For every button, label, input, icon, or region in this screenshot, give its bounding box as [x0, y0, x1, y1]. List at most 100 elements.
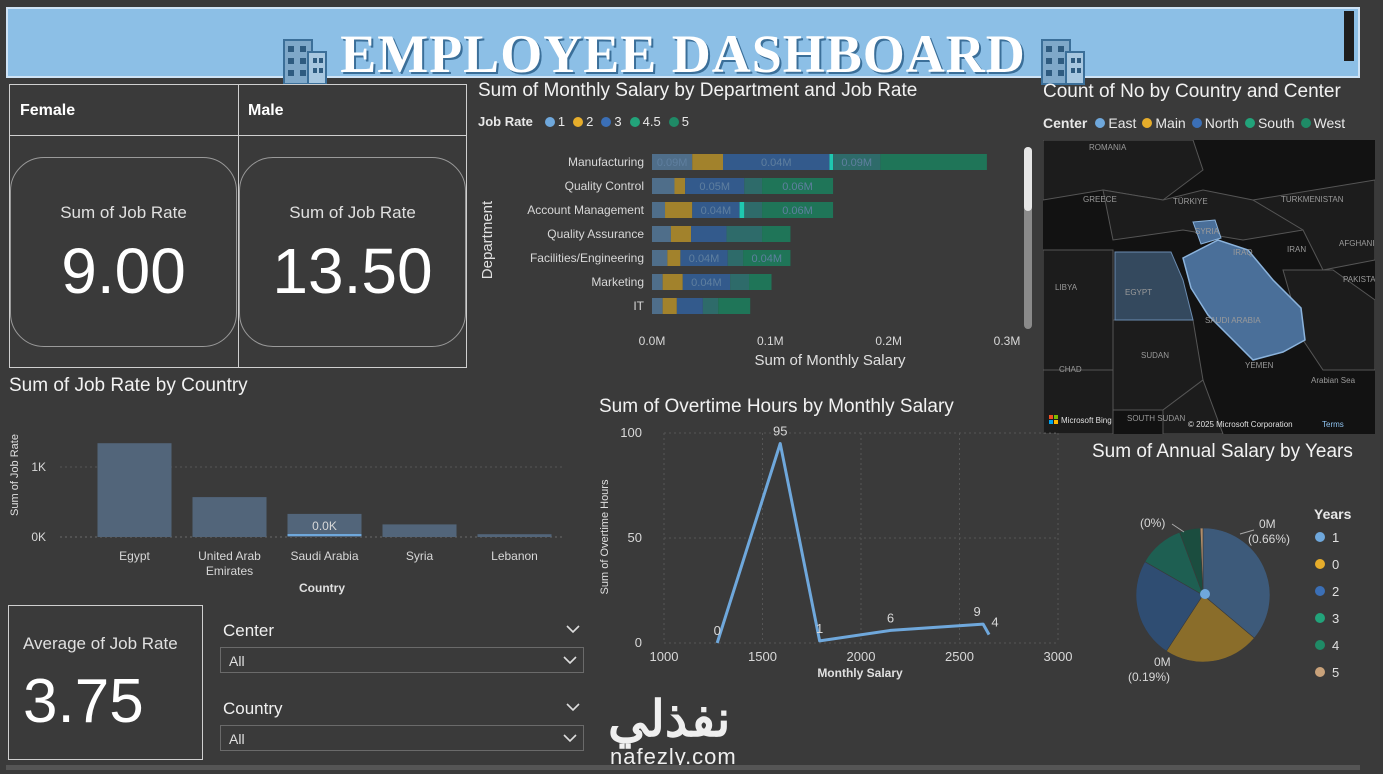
pie-legend-swatch[interactable]	[1315, 586, 1325, 596]
dept-category-label: Marketing	[591, 275, 644, 289]
female-job-rate-value: 9.00	[61, 235, 186, 307]
center-dropdown[interactable]: All	[220, 647, 584, 673]
dept-bar-segment[interactable]	[762, 226, 791, 242]
country-map[interactable]: ROMANIA TÜRKIYE TURKMENISTAN GREECE SYRI…	[1043, 140, 1375, 434]
page-bottom-scrollbar[interactable]	[6, 765, 1360, 770]
dept-bar-segment[interactable]	[691, 226, 727, 242]
pie-legend-label[interactable]: 3	[1332, 611, 1339, 626]
dept-legend-item[interactable]: 2	[573, 114, 593, 129]
dept-bar-segment[interactable]	[676, 298, 703, 314]
map-legend-item[interactable]: South	[1244, 115, 1295, 131]
dept-bar-segment[interactable]	[829, 154, 834, 170]
overtime-line-series[interactable]	[715, 442, 991, 644]
dept-bar-segment[interactable]	[692, 202, 740, 218]
chevron-down-icon[interactable]	[566, 702, 580, 712]
dept-legend-item[interactable]: 1	[544, 114, 565, 129]
dept-bar-segment[interactable]	[682, 274, 731, 290]
dept-bar-segment[interactable]	[652, 178, 675, 194]
dept-bar-segment[interactable]	[652, 298, 663, 314]
dept-bar-segment[interactable]	[880, 154, 987, 170]
dept-bar-segment[interactable]	[692, 154, 723, 170]
map-legend-item[interactable]: West	[1300, 115, 1345, 131]
map-legend-item[interactable]: Main	[1142, 115, 1186, 131]
pie-legend-swatch[interactable]	[1315, 559, 1325, 569]
dept-bar-segment[interactable]	[718, 298, 751, 314]
pie-data-label: 0M	[1154, 655, 1171, 669]
dept-bar-segment[interactable]	[730, 274, 750, 290]
dept-bar-segment[interactable]	[652, 250, 668, 266]
pie-legend-label[interactable]: 2	[1332, 584, 1339, 599]
pie-legend-label[interactable]: 4	[1332, 638, 1339, 653]
map-legend-item[interactable]: East	[1095, 115, 1136, 131]
country-dropdown[interactable]: All	[220, 725, 584, 751]
dept-bar-segment[interactable]	[670, 226, 692, 242]
dept-bar-segment[interactable]	[662, 298, 677, 314]
overtime-point-label: 4	[991, 615, 998, 630]
dept-bar-segment[interactable]	[665, 202, 693, 218]
map-attribution: Microsoft Bing	[1061, 416, 1112, 425]
overtime-x-tick: 2000	[847, 649, 876, 664]
dept-bar-segment[interactable]	[652, 154, 693, 170]
country-bar[interactable]	[192, 497, 267, 537]
pie-slice[interactable]	[1202, 527, 1271, 639]
dept-chart-scrollbar[interactable]	[1024, 147, 1032, 329]
pie-legend-swatch[interactable]	[1315, 613, 1325, 623]
dept-bar-segment[interactable]	[762, 178, 834, 194]
dept-legend-item[interactable]: 4.5	[629, 114, 661, 129]
pie-legend-label[interactable]: 0	[1332, 557, 1339, 572]
chevron-down-icon[interactable]	[566, 624, 580, 634]
dept-bar-segment[interactable]	[702, 298, 719, 314]
pie-chart-title: Sum of Annual Salary by Years	[1092, 441, 1353, 462]
map-legend-item[interactable]: North	[1191, 115, 1239, 131]
header-banner: EMPLOYEE DASHBOARD	[6, 7, 1360, 85]
dept-bar-segment[interactable]	[727, 250, 744, 266]
country-chart-title: Sum of Job Rate by Country	[9, 375, 248, 396]
dept-legend-item[interactable]: 3	[601, 114, 622, 129]
dept-x-tick: 0.3M	[994, 334, 1021, 348]
dept-bar-segment[interactable]	[652, 202, 666, 218]
dept-bar-segment[interactable]	[723, 154, 830, 170]
pie-legend-swatch[interactable]	[1315, 667, 1325, 677]
country-bar[interactable]	[97, 443, 172, 537]
dept-bar-segment[interactable]	[744, 202, 763, 218]
dept-bar-segment[interactable]	[652, 274, 663, 290]
map-copyright: © 2025 Microsoft Corporation	[1188, 420, 1293, 429]
dept-bar-segment[interactable]	[744, 178, 763, 194]
dept-bar-segment[interactable]	[680, 250, 728, 266]
dept-bar-segment[interactable]	[743, 250, 791, 266]
map-label: IRAN	[1287, 245, 1306, 254]
country-bar[interactable]	[477, 534, 552, 537]
map-label: IRAQ	[1233, 248, 1253, 257]
dept-bar-segment[interactable]	[833, 154, 881, 170]
dept-bar-segment[interactable]	[662, 274, 683, 290]
pie-slice[interactable]	[1199, 527, 1204, 596]
dept-bar-segment[interactable]	[749, 274, 772, 290]
map-region-saudi-arabia	[1182, 239, 1306, 361]
pie-legend-label[interactable]: 5	[1332, 665, 1339, 680]
map-label: SYRIA	[1195, 227, 1220, 236]
pie-slice[interactable]	[1135, 561, 1204, 652]
country-bar[interactable]	[287, 513, 362, 537]
page-scrollbar[interactable]	[1344, 11, 1354, 61]
country-dropdown-value: All	[229, 731, 245, 747]
country-x-tick: Saudi Arabia	[290, 549, 358, 563]
male-job-rate-value: 13.50	[272, 235, 433, 307]
dept-bar-segment[interactable]	[726, 226, 763, 242]
country-bar[interactable]	[382, 524, 457, 537]
dept-bar-segment[interactable]	[685, 178, 745, 194]
dept-bar-segment[interactable]	[762, 202, 834, 218]
dept-bar-segment[interactable]	[652, 226, 671, 242]
pie-legend-swatch[interactable]	[1315, 532, 1325, 542]
dept-bar-segment[interactable]	[739, 202, 745, 218]
pie-legend-swatch[interactable]	[1315, 640, 1325, 650]
overtime-x-tick: 3000	[1044, 649, 1073, 664]
dept-legend-item[interactable]: 5	[668, 114, 689, 129]
dept-bar-segment[interactable]	[667, 250, 681, 266]
overtime-point-label: 95	[773, 424, 787, 439]
dept-chart-scroll-thumb[interactable]	[1024, 147, 1032, 211]
dept-bar-segment[interactable]	[674, 178, 686, 194]
map-terms-link[interactable]: Terms	[1322, 420, 1344, 429]
pie-slice[interactable]	[1165, 594, 1255, 663]
pie-legend-label[interactable]: 1	[1332, 530, 1339, 545]
